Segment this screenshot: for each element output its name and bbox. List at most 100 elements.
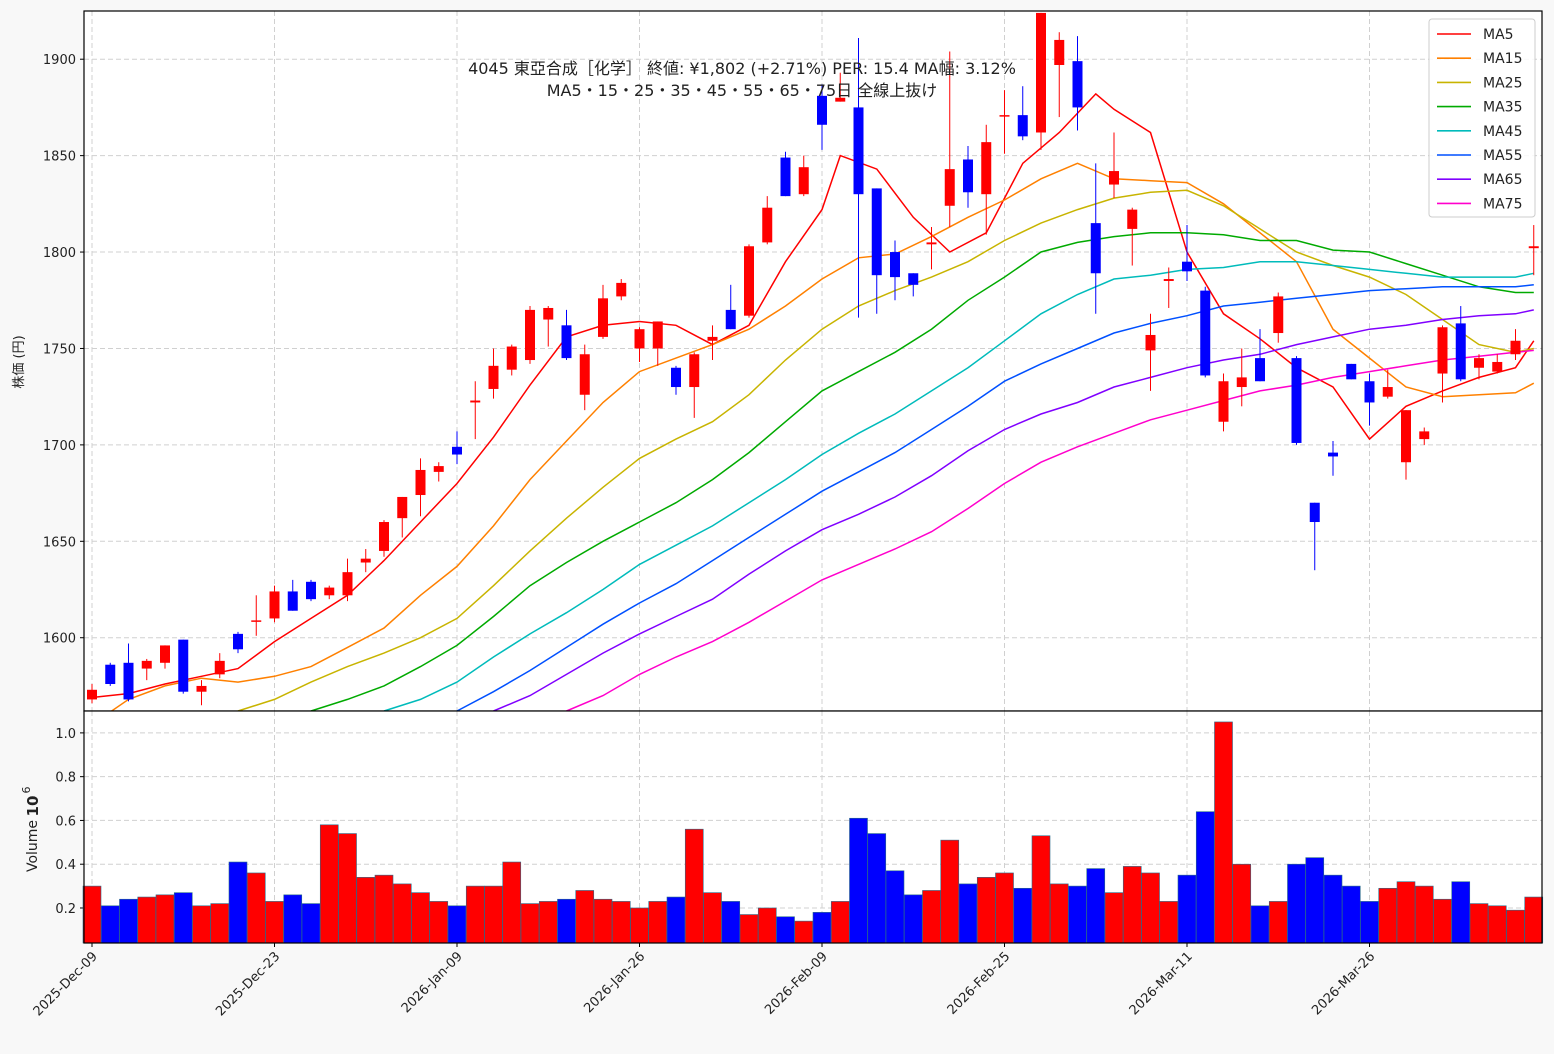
candle [141,658,152,681]
volume-bar [1305,857,1325,944]
candle-body [1510,340,1521,355]
volume-bar [557,898,576,944]
candle [871,188,882,314]
candle [1054,32,1065,118]
legend-item: MA45 [1437,124,1522,140]
candle [269,585,280,623]
candle-body [1127,209,1138,229]
volume-y-axis-label: Volume [25,820,41,872]
volume-bar [721,901,741,944]
candle-body [926,242,937,245]
candle-body [981,142,992,195]
volume-bar [1469,903,1489,944]
volume-bar [922,890,941,944]
price-tick-label: 1800 [43,246,76,261]
candle [196,680,207,706]
volume-bar [1506,909,1525,944]
candle-body [817,95,827,125]
volume-bar [1049,883,1069,944]
volume-bar [246,872,266,944]
candle [1017,86,1028,141]
candle [1127,207,1138,266]
volume-bar [885,870,905,944]
legend-box [1428,18,1536,218]
volume-bar [484,885,503,944]
candle-body [762,207,773,243]
candle-body [1419,431,1430,440]
candle [1401,410,1411,480]
legend-item: MA55 [1437,148,1522,164]
candle [251,595,262,636]
candle [725,284,736,330]
candle-body [725,309,736,330]
candle-body [1218,381,1229,422]
candle [1036,12,1046,150]
candle-body [1255,358,1265,382]
candle-body [342,572,353,596]
candle [1291,356,1302,445]
candle [415,458,426,517]
volume-tick-label: 1.0 [55,727,76,742]
volume-bar [301,903,321,944]
volume-bar [1013,887,1033,944]
candle [1218,373,1229,432]
volume-bar [538,901,558,944]
volume-bar [976,877,996,944]
candle-body [306,581,316,600]
ma-line-ma15 [91,162,1535,726]
volume-bar [867,833,887,944]
volume-bar [192,905,211,944]
candle [1236,348,1247,407]
candle [561,309,572,361]
candle [123,643,134,702]
candle [835,72,846,102]
candle-body [579,354,590,395]
candle [178,639,189,694]
candle [287,579,298,611]
candle [963,145,973,208]
candle [506,344,517,376]
candle [798,155,809,197]
volume-tick-label: 0.8 [55,771,76,786]
candle [488,348,499,399]
volume-bar [265,901,284,944]
candle-body [634,329,645,349]
volume-bar [1068,885,1087,944]
candle-body [1455,323,1466,380]
candle-body [835,97,846,102]
candle-body [525,309,535,361]
volume-bar [173,892,193,944]
volume-bar [1250,905,1270,944]
candle-body [1273,296,1284,334]
candle-body [233,633,243,650]
candle-body [360,558,371,563]
candle-body [871,188,882,276]
volume-bar [1323,874,1343,944]
candle-body [123,662,134,700]
legend-item: MA35 [1437,100,1522,116]
candle [324,585,335,600]
candle-body [1382,387,1393,397]
legend-label: MA45 [1483,124,1522,140]
candle [342,558,353,602]
candle-body [1145,334,1156,351]
volume-bar [903,894,923,944]
volume-bar [283,894,303,944]
volume-bar [210,903,230,944]
volume-bar [703,892,722,944]
volume-bar [1287,863,1306,944]
candle [1328,441,1338,476]
volume-panel: 0.2 0.4 0.6 0.8 1.0 Volume 10 6 [20,710,1544,944]
volume-bar [1195,811,1215,944]
volume-bar [1086,868,1106,944]
candle-body [798,167,809,195]
legend-label: MA5 [1483,27,1514,43]
candle-body [1072,61,1083,108]
candle-body [853,107,864,195]
volume-bar [1487,905,1507,944]
ma-line-ma65 [493,309,1534,712]
volume-bar [1414,885,1434,944]
price-tick-label: 1600 [43,632,76,647]
volume-y-ticks: 0.2 0.4 0.6 0.8 1.0 [55,727,84,917]
